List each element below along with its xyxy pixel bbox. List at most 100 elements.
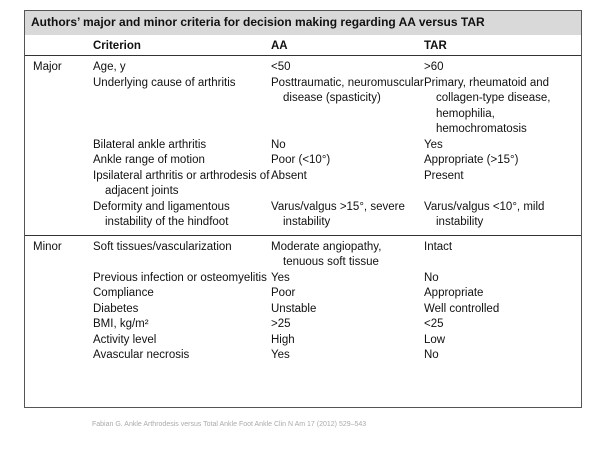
cell-text: Primary, rheumatoid and collagen-type di… (424, 76, 551, 136)
table-cell: Avascular necrosis (93, 348, 271, 364)
table-cell: Poor (<10°) (271, 153, 424, 169)
cell-text: >60 (424, 61, 444, 73)
table-cell: Previous infection or osteomyelitis (93, 271, 271, 287)
table-row: Activity level High Low (25, 333, 581, 349)
header-cell: AA (271, 35, 424, 56)
cell-text: Low (424, 333, 446, 346)
table-cell: Diabetes (93, 302, 271, 318)
cell-text: Soft tissues/vascularization (93, 240, 232, 253)
table-row: Compliance Poor Appropriate (25, 286, 581, 302)
cell-text: Ipsilateral arthritis or arthrodesis of … (93, 169, 270, 198)
cell-text: Yes (271, 271, 290, 284)
cell-text: Avascular necrosis (93, 349, 190, 361)
cell-text: Bilateral ankle arthritis (93, 138, 207, 151)
table-cell: Low (424, 333, 581, 349)
group-cell (25, 333, 93, 349)
table-row: Minor Soft tissues/vascularization Moderat… (25, 234, 581, 271)
table-cell: Yes (271, 348, 424, 364)
cell-text: Compliance (93, 287, 154, 299)
group-cell (25, 200, 93, 231)
cell-text: Present (424, 169, 464, 182)
group-cell (25, 302, 93, 318)
table-row: Ankle range of motion Poor (<10°) Appropri… (25, 153, 581, 169)
table-row: Diabetes Unstable Well controlled (25, 302, 581, 318)
cell-text: Appropriate (424, 287, 484, 299)
table-cell: Bilateral ankle arthritis (93, 138, 271, 154)
table-row: Previous infection or osteomyelitis Yes No (25, 271, 581, 287)
cell-text: Activity level (93, 333, 157, 346)
cell-text: Intact (424, 240, 453, 253)
citation: Fabian G. Ankle Arthrodesis versus Total… (92, 421, 367, 428)
cell-text: Varus/valgus >15°, severe instability (271, 200, 405, 229)
table-cell: Activity level (93, 333, 271, 349)
table-row: Deformity and ligamentous instability of… (25, 200, 581, 231)
group-cell (25, 271, 93, 287)
table-cell: No (271, 138, 424, 154)
criteria-table: Criterion AA TAR Major Age, y <50 >60 Underl… (25, 35, 581, 364)
table-cell: >25 (271, 317, 424, 333)
group-cell (25, 286, 93, 302)
cell-text: >25 (271, 318, 291, 330)
table-cell: No (424, 271, 581, 287)
table-cell: Moderate angiopathy, tenuous soft tissue (271, 234, 424, 271)
table-cell: Absent (271, 169, 424, 200)
cell-text: Absent (271, 169, 307, 182)
cell-text: Yes (271, 349, 290, 361)
table-cell: Intact (424, 234, 581, 271)
table-cell: Ipsilateral arthritis or arthrodesis of … (93, 169, 271, 200)
table-cell: Appropriate (>15°) (424, 153, 581, 169)
cell-text: Poor (271, 287, 296, 299)
table-row: Bilateral ankle arthritis No Yes (25, 138, 581, 154)
cell-text: <25 (424, 318, 444, 330)
cell-text: Underlying cause of arthritis (93, 76, 236, 89)
cell-text: Moderate angiopathy, tenuous soft tissue (271, 240, 382, 269)
group-cell (25, 153, 93, 169)
group-cell (25, 169, 93, 200)
table-cell: Poor (271, 286, 424, 302)
cell-text: Appropriate (>15°) (424, 154, 519, 166)
header-cell: Criterion (93, 35, 271, 56)
group-cell: Minor (25, 234, 93, 271)
cell-text: Poor (<10°) (271, 154, 331, 166)
cell-text: No (424, 349, 439, 361)
table-cell: Well controlled (424, 302, 581, 318)
cell-text: High (271, 333, 295, 346)
table-row: Ipsilateral arthritis or arthrodesis of … (25, 169, 581, 200)
table-frame: Authors’ major and minor criteria for de… (24, 10, 582, 408)
cell-text: Unstable (271, 302, 317, 315)
group-cell: Major (33, 61, 62, 73)
table-cell: Varus/valgus <10°, mild instability (424, 200, 581, 231)
table-cell: BMI, kg/m² (93, 317, 271, 333)
table-cell: >60 (424, 56, 581, 76)
table-row: Major Age, y <50 >60 (25, 56, 581, 76)
cell-text: Posttraumatic, neuromuscular disease (sp… (271, 76, 424, 105)
table-row: Underlying cause of arthritis Posttraumat… (25, 76, 581, 138)
table-cell: Posttraumatic, neuromuscular disease (sp… (271, 76, 424, 138)
table-cell: No (424, 348, 581, 364)
cell-text: <50 (271, 61, 291, 73)
group-cell (25, 76, 93, 138)
table-cell: <50 (271, 56, 424, 76)
group-cell (25, 317, 93, 333)
header-row: Criterion AA TAR (25, 35, 581, 56)
table-cell: <25 (424, 317, 581, 333)
cell-text: BMI, kg/m² (93, 318, 149, 330)
group-cell (25, 138, 93, 154)
cell-text: Age, y (93, 61, 126, 73)
table-cell: High (271, 333, 424, 349)
table-cell: Yes (424, 138, 581, 154)
header-cell (25, 35, 93, 56)
table-cell: Compliance (93, 286, 271, 302)
table-cell: Age, y (93, 56, 271, 76)
table-cell: Appropriate (424, 286, 581, 302)
cell-text: No (271, 138, 286, 151)
table-cell: Present (424, 169, 581, 200)
table-row: Avascular necrosis Yes No (25, 348, 581, 364)
header-cell: TAR (424, 35, 581, 56)
cell-text: Previous infection or osteomyelitis (93, 271, 267, 284)
cell-text: No (424, 271, 439, 284)
table-cell: Deformity and ligamentous instability of… (93, 200, 271, 231)
cell-text: Deformity and ligamentous instability of… (93, 200, 230, 229)
table-cell: Varus/valgus >15°, severe instability (271, 200, 424, 231)
